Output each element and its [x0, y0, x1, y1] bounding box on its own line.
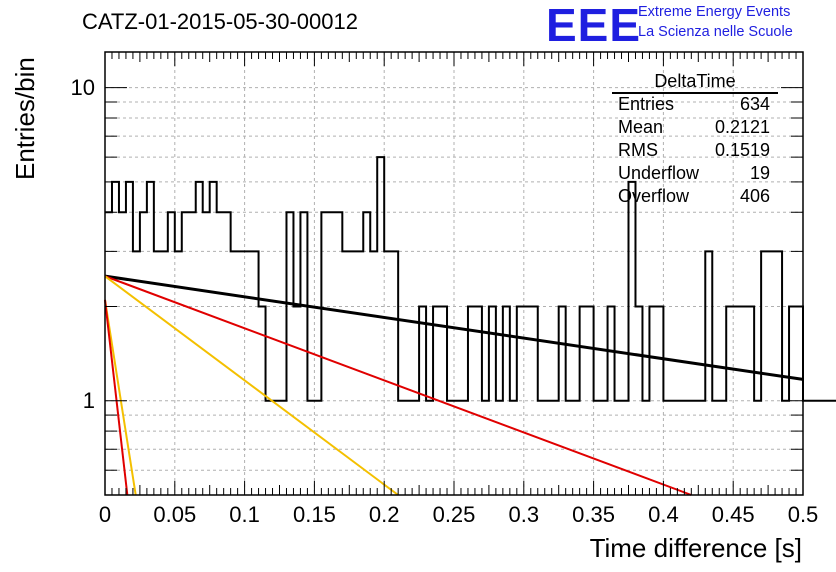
- logo-text-line1: Extreme Energy Events: [638, 4, 791, 20]
- stats-value: 0.2121: [714, 117, 770, 137]
- stats-divider: [612, 92, 778, 94]
- stats-label: Entries: [618, 94, 675, 114]
- axis-ticks: [104, 52, 804, 496]
- x-axis-title: Time difference [s]: [589, 533, 802, 563]
- x-tick-label: 0.3: [508, 502, 540, 527]
- stats-value: 634: [739, 94, 770, 114]
- x-tick-label: 0.5: [787, 502, 819, 527]
- fit-line: [104, 299, 129, 496]
- stats-box: DeltaTime Entries 634 Mean 0.2121 RMS 0.…: [612, 70, 778, 208]
- x-tick-label: 0.45: [711, 502, 755, 527]
- stats-row-entries: Entries 634: [612, 93, 778, 116]
- x-tick-label: 0.4: [648, 502, 679, 527]
- stats-label: Underflow: [618, 163, 700, 183]
- x-tick-label: 0: [98, 502, 112, 527]
- stats-label: RMS: [618, 140, 658, 160]
- x-tick-label: 0.2: [368, 502, 400, 527]
- logo-text-line2: La Scienza nelle Scuole: [638, 24, 793, 40]
- grid-lines: [105, 52, 803, 496]
- x-tick-label: 0.35: [572, 502, 615, 527]
- stats-row-mean: Mean 0.2121: [612, 116, 778, 139]
- eee-logo: EEE Extreme Energy Events La Scienza nel…: [546, 0, 836, 51]
- fit-line: [104, 275, 692, 496]
- x-tick-label: 0.25: [432, 502, 476, 527]
- y-axis-title: Entries/bin: [10, 57, 40, 180]
- fit-line: [104, 299, 137, 496]
- fit-line: [104, 274, 804, 381]
- histogram-line: [105, 156, 836, 402]
- stats-row-overflow: Overflow 406: [612, 185, 778, 208]
- fit-lines: [104, 274, 804, 496]
- histogram-series: [105, 156, 836, 402]
- stats-value: 19: [749, 163, 770, 183]
- stats-label: Overflow: [618, 186, 690, 206]
- stats-value: 0.1519: [714, 140, 770, 160]
- y-tick-label: 1: [82, 387, 95, 413]
- y-tick-label: 10: [70, 74, 95, 100]
- stats-label: Mean: [618, 117, 664, 137]
- x-tick-label: 0.15: [292, 502, 336, 527]
- x-tick-label: 0.05: [153, 502, 197, 527]
- fit-line: [104, 275, 399, 496]
- stats-title: DeltaTime: [654, 71, 736, 91]
- logo-mark: EEE: [546, 0, 642, 51]
- stats-row-underflow: Underflow 19: [612, 162, 778, 185]
- stats-value: 406: [739, 186, 770, 206]
- stats-rows: Entries 634 Mean 0.2121 RMS 0.1519 Under…: [612, 93, 778, 208]
- plot-title: CATZ-01-2015-05-30-00012: [82, 9, 358, 34]
- x-tick-label: 0.1: [229, 502, 260, 527]
- stats-row-rms: RMS 0.1519: [612, 139, 778, 162]
